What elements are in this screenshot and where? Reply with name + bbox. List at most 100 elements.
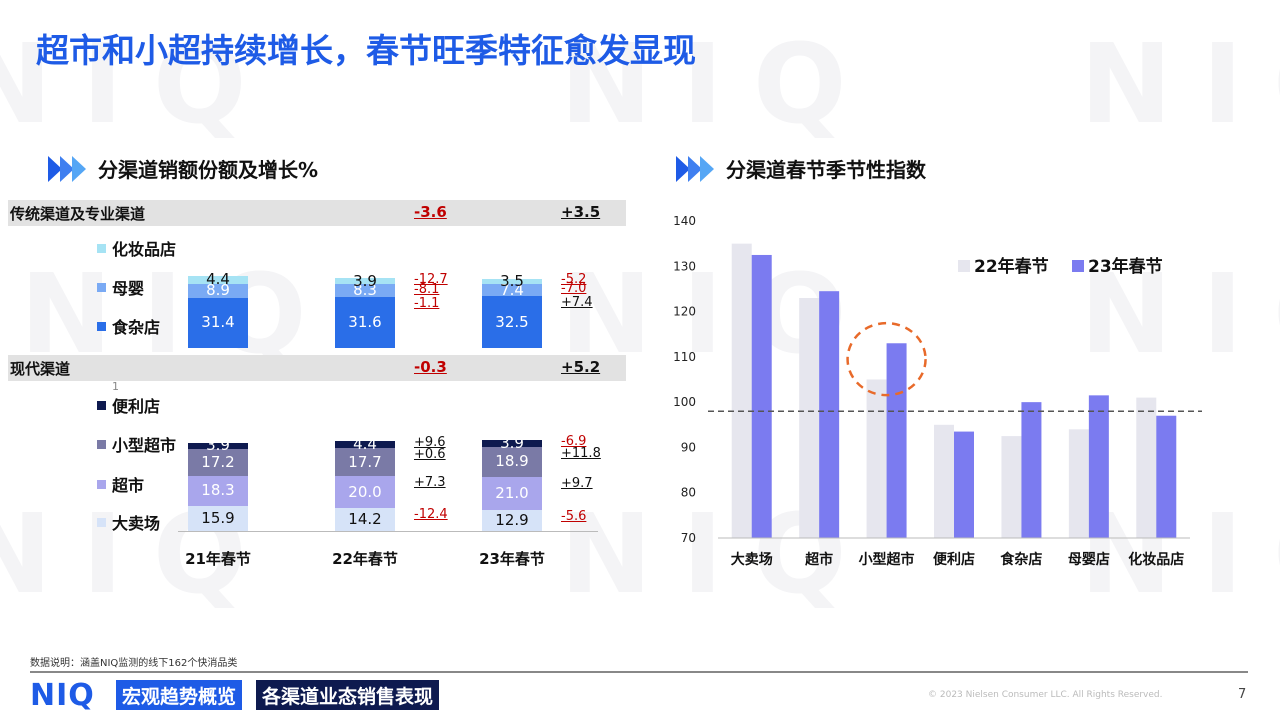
stack-segment: 12.9 xyxy=(482,510,542,531)
triple-chevron-icon xyxy=(48,155,86,182)
growth-label: +7.4 xyxy=(561,295,593,310)
bar-22 xyxy=(1068,429,1089,538)
stack-segment: 21.0 xyxy=(482,476,542,511)
legend-swatch xyxy=(97,439,106,449)
stack-segment: 18.3 xyxy=(188,476,248,506)
stack-segment: 3.5 xyxy=(482,274,542,288)
x-category-label: 大卖场 xyxy=(731,551,773,568)
right-heading-text: 分渠道春节季节性指数 xyxy=(726,158,926,182)
bar-23 xyxy=(819,291,840,538)
bar-23 xyxy=(886,343,907,538)
stack-segment: 7.4 xyxy=(482,282,542,297)
stacked-share-chart: 31.4 8.9 4.4 31.6 -1.1 8.3 -8.1 3.9 -12.7 32.5 +7.… xyxy=(0,0,640,600)
growth-label: +0.6 xyxy=(414,446,446,462)
legend-swatch xyxy=(1072,260,1084,272)
stray-mark: 1 xyxy=(112,380,119,393)
growth-label: -12.7 xyxy=(414,272,448,288)
footnote: 数据说明：涵盖NIQ监测的线下162个快消品类 xyxy=(30,658,238,669)
bar-23 xyxy=(1021,402,1042,538)
niq-logo: NIQ xyxy=(30,678,95,713)
legend-item-maternal: 母婴 xyxy=(97,275,144,299)
stack-segment: 3.9 xyxy=(188,437,248,453)
triple-chevron-icon xyxy=(676,155,714,182)
bar-22 xyxy=(1001,436,1022,538)
x-category-label: 食杂店 xyxy=(1000,551,1042,568)
legend-swatch xyxy=(958,260,970,272)
growth-label: -5.6 xyxy=(561,509,587,525)
x-category-label: 小型超市 xyxy=(859,551,915,568)
stack-segment: 17.2 xyxy=(188,448,248,477)
legend-label: 母婴 xyxy=(112,279,145,298)
group-change-23: +5.2 xyxy=(561,358,601,376)
group-row-traditional: 传统渠道及专业渠道 -3.6 +3.5 xyxy=(8,200,626,226)
left-section-heading: 分渠道销额份额及增长% xyxy=(48,154,318,183)
stack-segment: 14.2 xyxy=(335,508,395,531)
watermark: NIQ xyxy=(1080,250,1280,378)
legend-label: 23年春节 xyxy=(1088,256,1163,277)
legend-label: 化妆品店 xyxy=(112,240,177,259)
growth-label: -5.2 xyxy=(561,272,587,288)
stack-segment: 3.9 xyxy=(482,435,542,451)
tag-macro-overview[interactable]: 宏观趋势概览 xyxy=(116,680,243,710)
bar-22 xyxy=(731,243,752,538)
y-tick-label: 120 xyxy=(673,305,696,319)
bar-22 xyxy=(799,297,820,538)
legend-swatch xyxy=(97,400,106,410)
growth-label: -7.0 xyxy=(561,281,587,297)
y-tick-label: 110 xyxy=(673,350,696,364)
legend-item-mini-super: 小型超市 xyxy=(97,432,176,456)
legend-item-hypermarket: 大卖场 xyxy=(97,510,160,534)
stack-segment: 15.9 xyxy=(188,505,248,531)
y-tick-label: 90 xyxy=(681,440,696,454)
right-section-heading: 分渠道春节季节性指数 xyxy=(676,154,926,183)
stack-segment: 3.9 xyxy=(335,273,395,288)
legend-label: 大卖场 xyxy=(112,514,161,533)
growth-label: +11.8 xyxy=(561,445,601,461)
group-row-modern: 现代渠道 -0.3 +5.2 xyxy=(8,355,626,381)
y-tick-label: 80 xyxy=(681,486,696,500)
legend-item-cosmetics: 化妆品店 xyxy=(97,236,176,260)
x-category-label: 21年春节 xyxy=(185,550,251,568)
legend-label: 食杂店 xyxy=(112,318,161,337)
bar-23 xyxy=(1156,415,1177,538)
bar-23 xyxy=(751,254,772,538)
legend-swatch xyxy=(97,243,106,253)
legend-swatch xyxy=(97,321,106,331)
legend-swatch xyxy=(97,517,106,527)
growth-label: -1.1 xyxy=(414,296,440,312)
legend-label: 22年春节 xyxy=(974,256,1049,277)
seasonality-index-chart: 70 80 90 100 110 120 130 140 大卖场 超市 小型超市 便利店 食杂店 母婴店 化… xyxy=(673,214,1202,568)
growth-label: -6.9 xyxy=(561,434,587,450)
bar-23 xyxy=(954,431,974,538)
watermark: NIQ xyxy=(560,490,877,618)
group-label: 传统渠道及专业渠道 xyxy=(10,205,146,223)
bar-22 xyxy=(1136,397,1157,538)
highlight-circle xyxy=(846,321,927,397)
legend-item-grocery: 食杂店 xyxy=(97,314,160,338)
growth-label: -12.4 xyxy=(414,507,448,523)
growth-label: +9.6 xyxy=(414,435,446,451)
group-label: 现代渠道 xyxy=(10,360,71,378)
stack-segment: 8.3 xyxy=(335,283,395,298)
tag-channel-performance[interactable]: 各渠道业态销售表现 xyxy=(256,680,440,710)
bar-22 xyxy=(866,379,887,538)
y-tick-label: 140 xyxy=(673,214,696,228)
legend-swatch xyxy=(97,479,106,489)
page-title: 超市和小超持续增长，春节旺季特征愈发显现 xyxy=(36,31,696,70)
stack-segment: 20.0 xyxy=(335,476,395,509)
group-change-22: -0.3 xyxy=(414,358,447,376)
legend-label: 超市 xyxy=(112,476,145,495)
y-tick-label: 130 xyxy=(673,259,696,273)
watermark: NIQ xyxy=(1080,20,1280,148)
x-category-label: 超市 xyxy=(804,551,833,568)
page-number: 7 xyxy=(1238,687,1247,702)
left-chart-baseline xyxy=(178,531,598,532)
stack-segment: 4.4 xyxy=(335,436,395,451)
legend-label: 小型超市 xyxy=(112,436,177,455)
legend-item-supermarket: 超市 xyxy=(97,472,144,496)
x-category-label: 母婴店 xyxy=(1068,551,1110,568)
stack-segment: 32.5 xyxy=(482,296,542,348)
growth-label: +9.7 xyxy=(561,475,593,491)
growth-label: +7.3 xyxy=(414,475,446,491)
group-change-23: +3.5 xyxy=(561,203,601,221)
